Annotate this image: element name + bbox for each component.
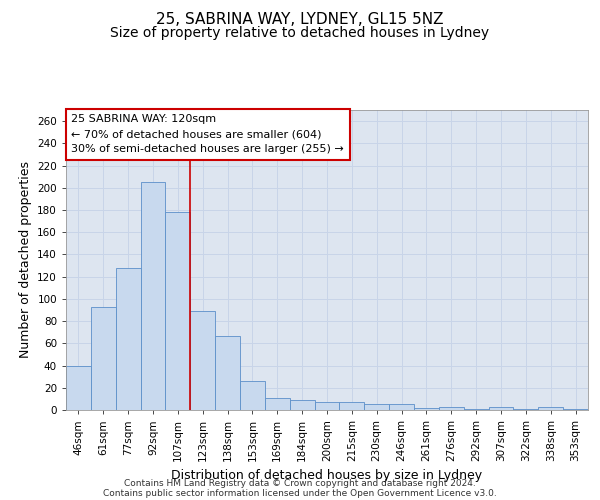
Bar (514, 409, 538, 410)
Bar (414, 408, 439, 410)
Y-axis label: Number of detached properties: Number of detached properties (19, 162, 32, 358)
Bar (190, 311, 215, 410)
Bar (439, 406, 464, 410)
Text: 25, SABRINA WAY, LYDNEY, GL15 5NZ: 25, SABRINA WAY, LYDNEY, GL15 5NZ (156, 12, 444, 28)
Bar (91, 306, 116, 410)
X-axis label: Distribution of detached houses by size in Lydney: Distribution of detached houses by size … (172, 470, 482, 482)
Text: 25 SABRINA WAY: 120sqm
← 70% of detached houses are smaller (604)
30% of semi-de: 25 SABRINA WAY: 120sqm ← 70% of detached… (71, 114, 344, 154)
Bar (389, 404, 414, 410)
Text: Contains HM Land Registry data © Crown copyright and database right 2024.: Contains HM Land Registry data © Crown c… (124, 478, 476, 488)
Bar (215, 336, 240, 410)
Bar (166, 212, 190, 410)
Bar (314, 402, 340, 410)
Bar (340, 402, 364, 410)
Bar (66, 366, 91, 410)
Bar (538, 406, 563, 410)
Text: Contains public sector information licensed under the Open Government Licence v3: Contains public sector information licen… (103, 488, 497, 498)
Bar (116, 268, 140, 410)
Text: Size of property relative to detached houses in Lydney: Size of property relative to detached ho… (110, 26, 490, 40)
Bar (488, 406, 514, 410)
Bar (290, 400, 314, 410)
Bar (140, 182, 166, 410)
Bar (240, 381, 265, 410)
Bar (563, 409, 588, 410)
Bar (364, 404, 389, 410)
Bar (265, 398, 290, 410)
Bar (464, 409, 488, 410)
